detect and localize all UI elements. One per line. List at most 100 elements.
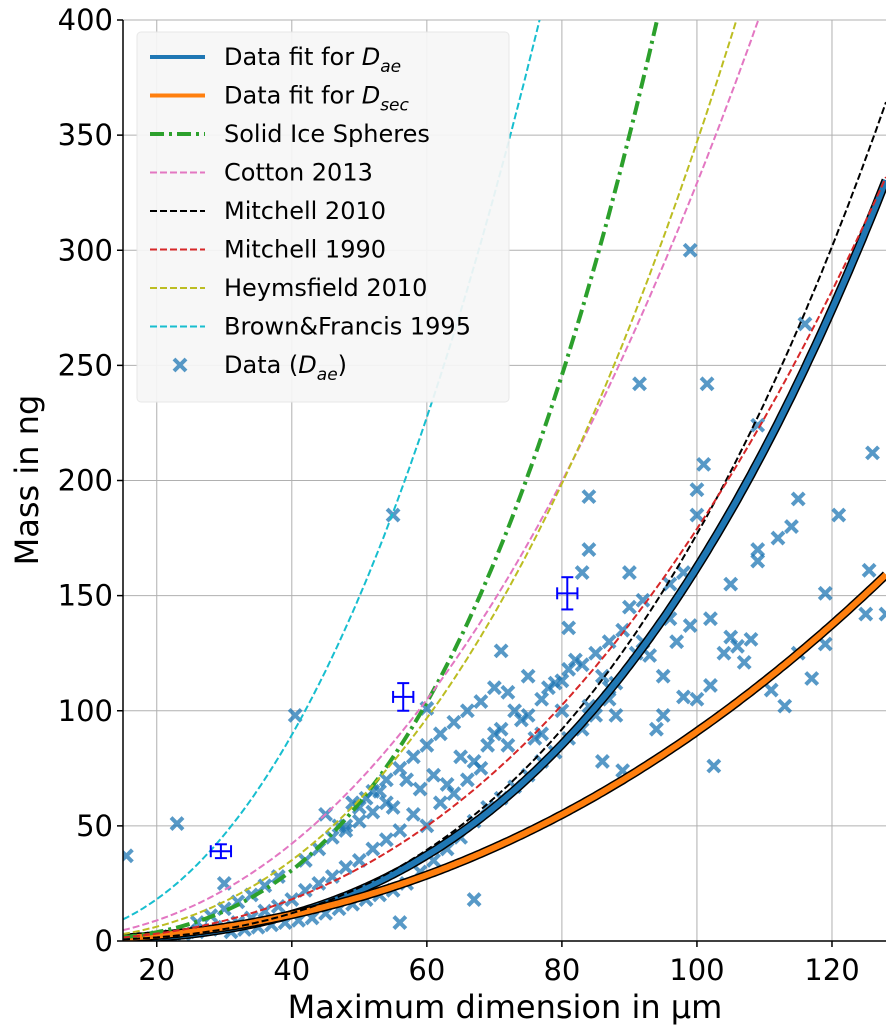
data-point-marker xyxy=(750,417,766,433)
y-axis-label: Mass in ng xyxy=(8,395,46,566)
data-point-marker xyxy=(703,611,718,627)
data-point-marker xyxy=(493,643,509,659)
data-point-marker xyxy=(689,507,705,523)
data-point-marker xyxy=(554,703,570,719)
error-bar xyxy=(209,843,233,860)
data-point-marker xyxy=(699,376,715,392)
reference-curve xyxy=(123,176,886,939)
data-point-marker xyxy=(297,882,313,898)
data-point-marker xyxy=(507,703,523,719)
data-point-marker xyxy=(405,749,421,765)
data-point-marker xyxy=(615,622,631,638)
data-point-marker xyxy=(287,707,303,723)
data-point-marker xyxy=(419,737,435,753)
fit-curve-outline xyxy=(123,571,886,941)
data-point-marker xyxy=(365,804,381,820)
legend-label: Mitchell 1990 xyxy=(224,236,386,264)
y-tick-label: 350 xyxy=(58,118,113,152)
data-point-marker xyxy=(520,668,536,684)
data-point-marker xyxy=(865,445,880,461)
data-point-marker xyxy=(561,620,577,636)
y-tick-label: 300 xyxy=(58,233,113,267)
data-point-marker xyxy=(520,707,536,723)
data-point-marker xyxy=(622,565,637,581)
error-bar xyxy=(556,576,579,611)
y-tick-label: 50 xyxy=(76,809,113,843)
data-point-marker xyxy=(324,829,340,845)
data-point-marker xyxy=(311,876,327,891)
data-point-marker xyxy=(432,726,448,742)
data-point-marker xyxy=(723,576,739,592)
data-point-marker xyxy=(392,760,408,776)
data-point-marker xyxy=(750,542,766,557)
legend-label: Mitchell 2010 xyxy=(224,197,386,225)
data-point-marker xyxy=(534,691,550,707)
data-point-marker xyxy=(399,772,415,788)
x-axis-label: Maximum dimension in µm xyxy=(288,988,723,1025)
data-point-marker xyxy=(473,694,489,709)
data-point-marker xyxy=(662,576,678,592)
data-point-marker xyxy=(632,376,647,392)
data-point-marker xyxy=(493,721,509,737)
data-point-marker xyxy=(804,671,820,686)
data-point-marker xyxy=(716,645,732,661)
legend-label: Solid Ice Spheres xyxy=(224,120,430,148)
legend-entry: Cotton 2013 xyxy=(150,159,373,187)
data-point-marker xyxy=(405,806,421,822)
data-point-marker xyxy=(858,606,874,622)
data-point-marker xyxy=(527,730,543,746)
data-point-marker xyxy=(581,489,597,505)
y-tick-label: 400 xyxy=(58,3,113,37)
x-tick-label: 120 xyxy=(804,953,859,987)
data-point-marker xyxy=(486,680,502,696)
data-point-marker xyxy=(770,530,786,546)
data-point-marker xyxy=(642,648,658,663)
data-point-marker xyxy=(500,684,516,700)
axes xyxy=(117,19,886,947)
data-point-marker xyxy=(730,638,745,654)
data-point-marker xyxy=(426,767,442,783)
data-point-marker xyxy=(123,848,134,864)
data-point-marker xyxy=(736,654,752,670)
data-point-marker xyxy=(682,242,698,258)
data-point-marker xyxy=(338,823,354,838)
data-point-marker xyxy=(649,721,664,737)
data-point-marker xyxy=(861,562,877,578)
legend-marker xyxy=(172,357,188,373)
error-bar xyxy=(392,682,415,712)
data-point-marker xyxy=(797,316,813,332)
data-point-marker xyxy=(378,832,394,848)
y-tick-label: 250 xyxy=(58,348,113,382)
data-point-marker xyxy=(831,507,847,523)
data-point-marker xyxy=(378,772,394,788)
data-point-marker xyxy=(689,482,705,498)
data-point-marker xyxy=(351,852,367,868)
data-point-marker xyxy=(878,606,886,622)
data-point-marker xyxy=(655,668,671,684)
data-point-marker xyxy=(378,795,394,811)
data-point-marker xyxy=(392,915,408,930)
y-tick-label: 150 xyxy=(58,579,113,613)
data-point-marker xyxy=(432,795,448,811)
x-tick-label: 40 xyxy=(273,953,310,987)
legend-label: Brown&Francis 1995 xyxy=(224,313,471,341)
data-point-marker xyxy=(365,841,381,857)
tick-labels: 20 40 60 80 100 120 0 50 100 150 200 250 300 350 400 xyxy=(58,3,860,987)
data-point-marker xyxy=(365,783,381,799)
data-point-marker xyxy=(669,634,685,650)
error-bars xyxy=(209,576,579,860)
data-point-marker xyxy=(466,753,482,769)
legend-box xyxy=(136,31,510,403)
legend-entry: Solid Ice Spheres xyxy=(150,120,430,148)
data-point-marker xyxy=(243,887,259,903)
model-curves xyxy=(123,20,886,941)
legend-entry: Brown&Francis 1995 xyxy=(150,313,471,341)
data-point-marker xyxy=(338,859,354,875)
data-point-marker xyxy=(817,585,833,601)
data-point-marker xyxy=(547,675,563,691)
data-point-marker xyxy=(392,823,408,838)
data-point-marker xyxy=(594,753,610,769)
y-tick-label: 200 xyxy=(58,464,113,498)
